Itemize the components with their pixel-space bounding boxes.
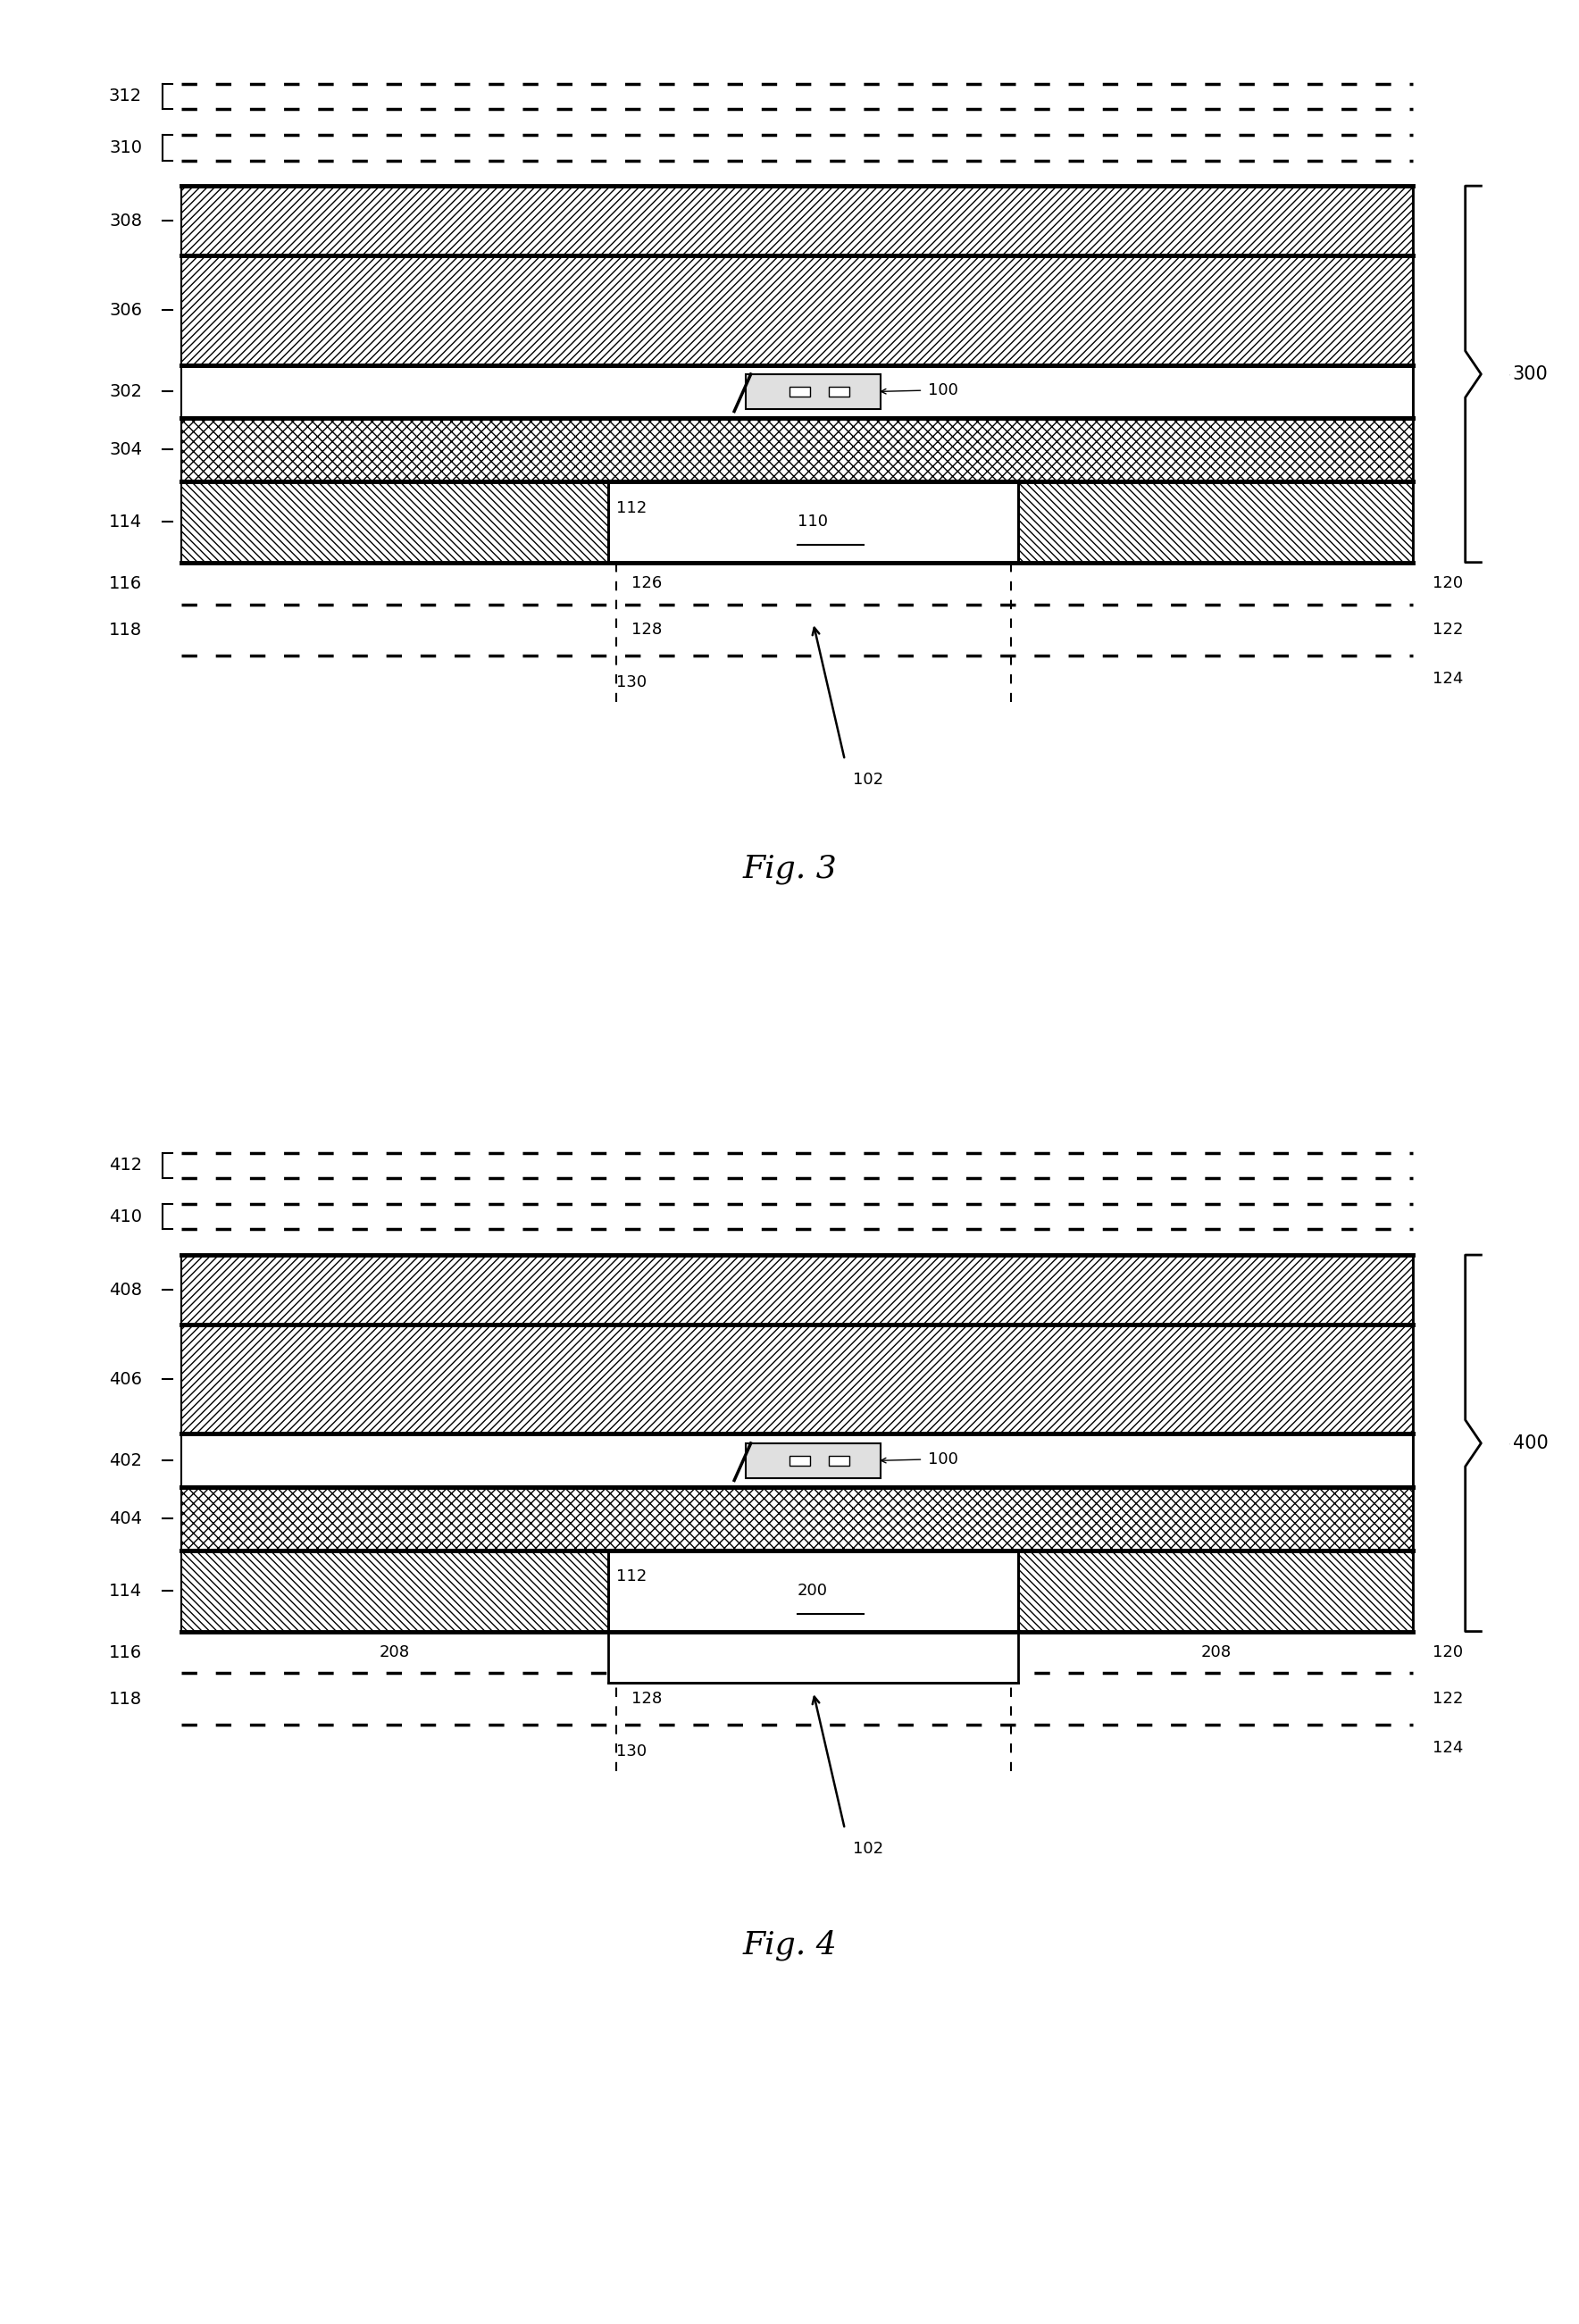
Text: 100: 100 <box>928 383 958 397</box>
Bar <box>608 481 1018 562</box>
Text: 208: 208 <box>1200 1645 1232 1659</box>
Text: 116: 116 <box>109 1643 142 1662</box>
Text: 400: 400 <box>1513 1434 1547 1452</box>
Bar <box>182 481 608 562</box>
Text: 408: 408 <box>109 1281 142 1299</box>
Text: 208: 208 <box>379 1645 411 1659</box>
Text: 306: 306 <box>109 302 142 318</box>
Bar <box>182 1325 1413 1434</box>
Bar <box>1018 1550 1413 1631</box>
Bar <box>182 1434 1413 1487</box>
Bar <box>747 374 881 409</box>
Text: 124: 124 <box>1432 672 1462 686</box>
Text: 308: 308 <box>109 211 142 230</box>
Text: 124: 124 <box>1432 1741 1462 1755</box>
Text: 114: 114 <box>109 514 142 530</box>
Text: 314: 314 <box>813 383 843 400</box>
Bar <box>182 418 1413 481</box>
Bar <box>182 1487 1413 1550</box>
Bar <box>182 1255 1413 1631</box>
Bar <box>829 1455 850 1466</box>
Text: 114: 114 <box>109 1583 142 1599</box>
Text: 102: 102 <box>853 772 883 788</box>
Bar <box>182 186 1413 256</box>
Text: 304: 304 <box>109 442 142 458</box>
Bar <box>182 186 1413 562</box>
Text: 410: 410 <box>109 1208 142 1225</box>
Bar <box>790 386 810 397</box>
Text: 402: 402 <box>109 1452 142 1469</box>
Text: 200: 200 <box>797 1583 827 1599</box>
Text: 122: 122 <box>1432 623 1462 637</box>
Text: Fig. 4: Fig. 4 <box>742 1929 837 1961</box>
Text: 120: 120 <box>1432 1645 1462 1659</box>
Text: 100: 100 <box>928 1452 958 1466</box>
Text: 414: 414 <box>813 1452 843 1469</box>
Text: 300: 300 <box>1513 365 1547 383</box>
Text: 126: 126 <box>632 1645 662 1659</box>
Text: 128: 128 <box>632 623 662 637</box>
Text: 118: 118 <box>109 621 142 639</box>
Text: 116: 116 <box>109 574 142 593</box>
Bar <box>1018 481 1413 562</box>
Bar <box>747 1443 881 1478</box>
Bar <box>182 1550 608 1631</box>
Bar <box>182 365 1413 418</box>
Text: 120: 120 <box>1432 576 1462 590</box>
Text: 122: 122 <box>1432 1692 1462 1706</box>
Bar <box>790 1455 810 1466</box>
Text: 110: 110 <box>797 514 827 530</box>
Text: 112: 112 <box>616 500 646 516</box>
Text: 112: 112 <box>616 1569 646 1585</box>
Text: 412: 412 <box>109 1157 142 1174</box>
Text: 406: 406 <box>109 1371 142 1387</box>
Text: 126: 126 <box>632 576 662 590</box>
Bar <box>829 386 850 397</box>
Text: 310: 310 <box>109 139 142 156</box>
Bar <box>182 1255 1413 1325</box>
Text: 404: 404 <box>109 1511 142 1527</box>
Text: 102: 102 <box>853 1841 883 1857</box>
Text: 130: 130 <box>616 1743 646 1759</box>
Text: 118: 118 <box>109 1690 142 1708</box>
Text: 302: 302 <box>109 383 142 400</box>
Text: 128: 128 <box>632 1692 662 1706</box>
Text: 130: 130 <box>616 674 646 690</box>
Bar <box>182 256 1413 365</box>
Text: 312: 312 <box>109 88 142 105</box>
Bar <box>608 1550 1018 1631</box>
Text: Fig. 3: Fig. 3 <box>742 853 837 885</box>
Bar <box>608 1631 1018 1683</box>
